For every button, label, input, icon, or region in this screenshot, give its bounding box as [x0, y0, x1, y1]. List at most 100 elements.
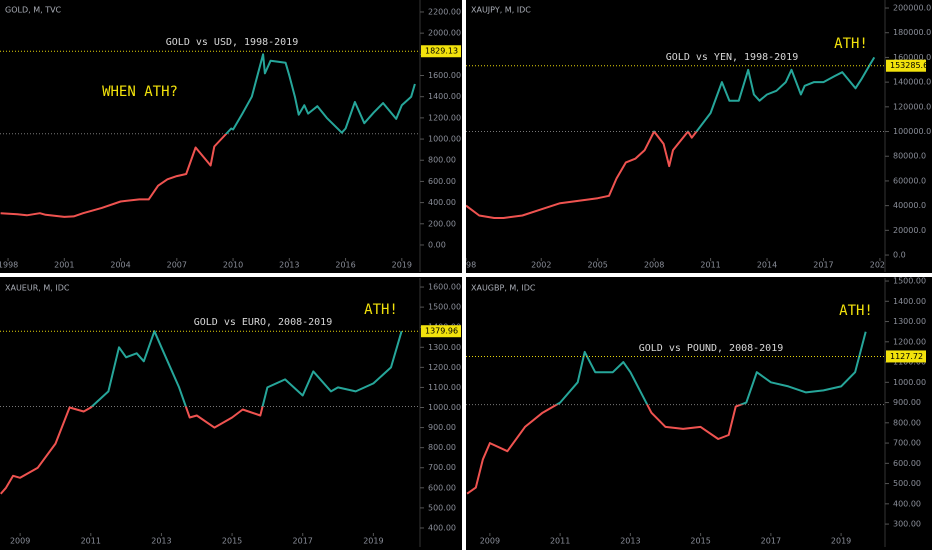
price-label-box [886, 350, 926, 363]
x-tick-label: 2011 [550, 537, 570, 546]
x-tick-label: 2019 [831, 537, 851, 546]
x-tick-label: 2011 [700, 261, 720, 270]
y-tick-label: 700.00 [893, 439, 921, 448]
price-label: 1127.72 [890, 352, 923, 361]
y-tick-label: 1300.00 [893, 317, 926, 326]
y-tick-label: 1200.00 [428, 363, 461, 372]
chart-title: GOLD, M, TVC [5, 6, 62, 15]
x-tick-label: 1998 [0, 261, 18, 270]
chart-title: XAUEUR, M, IDC [5, 284, 70, 293]
price-label: 153285.6 [890, 61, 928, 70]
price-line-series [466, 331, 867, 495]
y-tick-label: 0.0 [893, 251, 906, 260]
subtitle: GOLD vs POUND, 2008-2019 [639, 343, 784, 354]
price-line-series [0, 330, 403, 495]
x-tick-label: 2011 [81, 537, 101, 546]
subtitle: GOLD vs EURO, 2008-2019 [194, 317, 332, 328]
y-tick-label: 1400.00 [428, 92, 461, 101]
x-tick-label: 2004 [110, 261, 130, 270]
y-tick-label: 120000.0 [893, 102, 931, 111]
y-tick-label: 80000.0 [893, 152, 926, 161]
y-tick-label: 200000.0 [893, 4, 931, 13]
x-tick-label: 2013 [279, 261, 299, 270]
x-tick-label: 2020 [870, 261, 890, 270]
y-tick-label: 400.00 [428, 198, 456, 207]
y-tick-label: 1000.00 [893, 378, 926, 387]
subtitle: GOLD vs YEN, 1998-2019 [666, 52, 798, 63]
y-tick-label: 180000.0 [893, 28, 931, 37]
y-tick-label: 800.00 [428, 156, 456, 165]
y-tick-label: 1000.00 [428, 403, 461, 412]
y-tick-label: 140000.0 [893, 78, 931, 87]
panel: 1998 2002 2005 2008 2011 2014 2017 2020 [456, 56, 890, 270]
x-tick-label: 2017 [293, 537, 313, 546]
x-tick-label: 2017 [761, 537, 781, 546]
y-tick-label: 1200.00 [428, 113, 461, 122]
y-tick-label: 2000.00 [428, 29, 461, 38]
annotation: WHEN ATH? [102, 84, 178, 100]
x-tick-label: 2005 [588, 261, 608, 270]
annotation: ATH! [834, 36, 868, 52]
price-label-box [886, 59, 926, 72]
annotation: ATH! [364, 302, 398, 318]
x-tick-label: 2010 [223, 261, 243, 270]
x-tick-label: 2019 [363, 537, 383, 546]
y-tick-label: 160000.0 [893, 53, 931, 62]
y-tick-label: 500.00 [893, 479, 921, 488]
y-tick-label: 800.00 [428, 443, 456, 452]
price-label: 1379.96 [425, 327, 458, 336]
y-tick-label: 600.00 [893, 459, 921, 468]
x-tick-label: 2002 [531, 261, 551, 270]
x-tick-label: 2013 [151, 537, 171, 546]
y-tick-label: 60000.0 [893, 176, 926, 185]
y-tick-label: 100000.0 [893, 127, 931, 136]
y-tick-label: 600.00 [428, 177, 456, 186]
x-tick-label: 2007 [167, 261, 187, 270]
y-tick-label: 500.00 [428, 503, 456, 512]
y-tick-label: 900.00 [428, 423, 456, 432]
y-tick-label: 1100.00 [428, 383, 461, 392]
y-tick-label: 900.00 [893, 398, 921, 407]
y-tick-label: 400.00 [893, 499, 921, 508]
y-tick-label: 300.00 [893, 520, 921, 529]
x-tick-label: 2016 [335, 261, 355, 270]
price-label-box [421, 325, 461, 338]
price-line-series [466, 56, 876, 219]
x-tick-label: 2015 [222, 537, 242, 546]
x-tick-label: 2008 [644, 261, 664, 270]
panel: 2009 2011 2013 2015 2017 2019 [466, 331, 885, 546]
divider-horizontal [0, 273, 932, 277]
price-label-box [421, 45, 461, 58]
subtitle: GOLD vs USD, 1998-2019 [166, 37, 298, 48]
price-label: 1829.13 [425, 47, 458, 56]
y-tick-label: 400.00 [428, 523, 456, 532]
x-tick-label: 1998 [456, 261, 476, 270]
panel: 2009 2011 2013 2015 2017 2019 [0, 330, 420, 546]
annotation: ATH! [839, 303, 873, 319]
x-tick-label: 2013 [620, 537, 640, 546]
y-tick-label: 1600.00 [428, 71, 461, 80]
y-tick-label: 200.00 [428, 219, 456, 228]
x-tick-label: 2019 [392, 261, 412, 270]
chart-title: XAUJPY, M, IDC [471, 6, 531, 15]
x-tick-label: 2009 [480, 537, 500, 546]
price-line-series [0, 53, 416, 218]
y-tick-label: 1500.00 [893, 277, 926, 286]
y-tick-label: 700.00 [428, 463, 456, 472]
chart-title: XAUGBP, M, IDC [471, 284, 536, 293]
panel: 1998 2001 2004 2007 2010 2013 2016 2019 [0, 50, 420, 270]
y-tick-label: 1200.00 [893, 337, 926, 346]
x-tick-label: 2015 [690, 537, 710, 546]
y-tick-label: 1300.00 [428, 343, 461, 352]
x-tick-label: 2001 [54, 261, 74, 270]
y-tick-label: 1600.00 [428, 283, 461, 292]
y-tick-label: 1400.00 [893, 297, 926, 306]
y-tick-label: 1000.00 [428, 135, 461, 144]
y-tick-label: 2200.00 [428, 7, 461, 16]
y-tick-label: 20000.0 [893, 226, 926, 235]
x-tick-label: 2014 [757, 261, 777, 270]
y-tick-label: 600.00 [428, 483, 456, 492]
x-tick-label: 2017 [813, 261, 833, 270]
